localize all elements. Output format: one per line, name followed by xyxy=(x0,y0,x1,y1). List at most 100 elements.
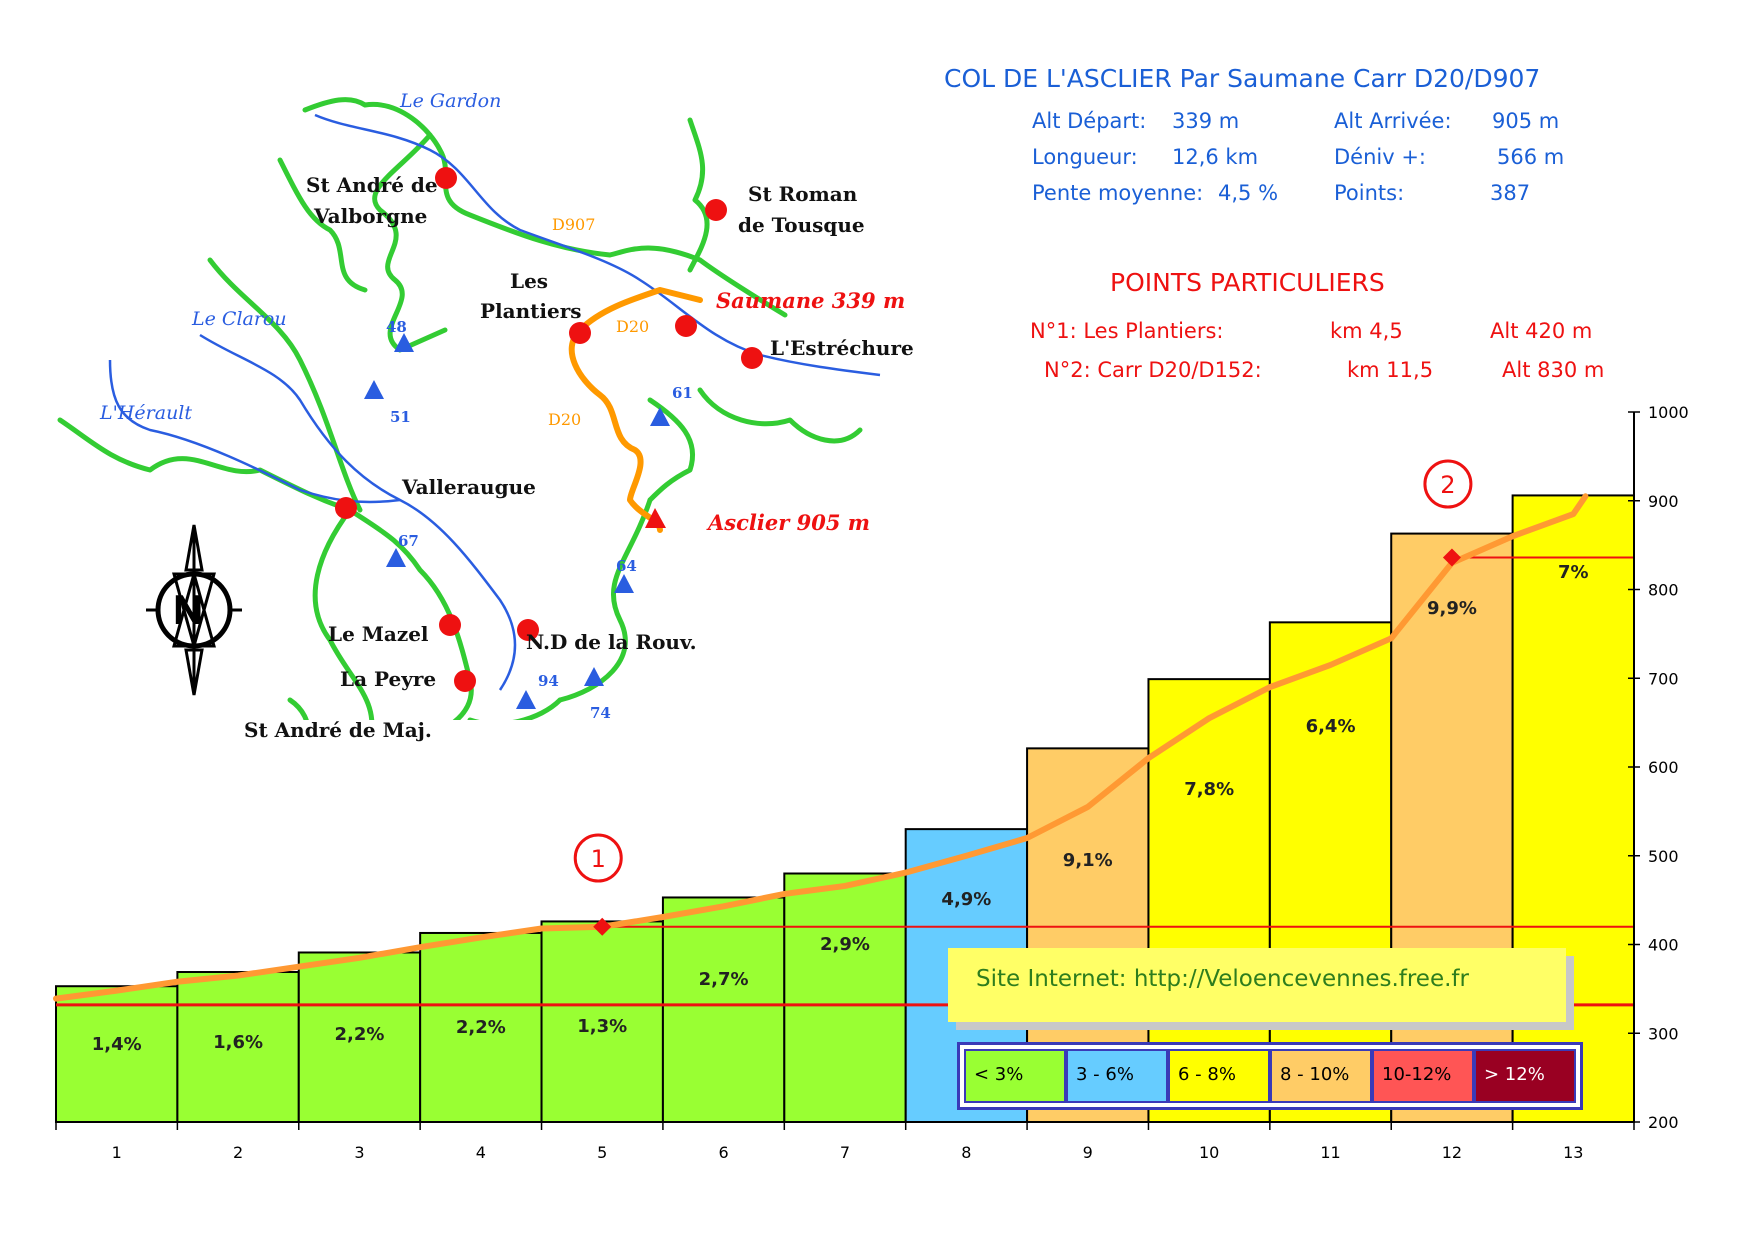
y-tick-label: 600 xyxy=(1648,758,1679,777)
deniv-label: Déniv +: xyxy=(1334,145,1427,169)
town-label: Plantiers xyxy=(480,299,582,323)
pp-1-km: km 4,5 xyxy=(1330,319,1403,343)
road-label: D20 xyxy=(548,410,582,429)
y-tick-label: 200 xyxy=(1648,1113,1679,1132)
y-tick-label: 700 xyxy=(1648,669,1679,688)
elevation-bar xyxy=(419,931,543,1124)
summit-label: 67 xyxy=(398,532,419,550)
deniv-value: 566 m xyxy=(1497,145,1565,169)
x-tick-label: 3 xyxy=(354,1143,364,1162)
map-towns xyxy=(335,167,763,692)
gradient-label: 4,9% xyxy=(941,889,991,910)
alt-arrivee-label: Alt Arrivée: xyxy=(1334,109,1452,133)
road-label: D907 xyxy=(552,215,596,234)
x-tick-label: 8 xyxy=(961,1143,971,1162)
town-label: N.D de la Rouv. xyxy=(526,630,697,654)
town-label: Le Mazel xyxy=(328,622,429,646)
gradient-label: 1,4% xyxy=(92,1034,142,1055)
gradient-label: 1,3% xyxy=(577,1016,627,1037)
pp-1-alt: Alt 420 m xyxy=(1490,319,1593,343)
town-label: Les xyxy=(510,269,549,293)
x-tick-label: 7 xyxy=(840,1143,850,1162)
town-label: St Roman xyxy=(748,182,858,206)
y-tick-label: 300 xyxy=(1648,1024,1679,1043)
page-title: COL DE L'ASCLIER Par Saumane Carr D20/D9… xyxy=(944,64,1541,93)
points-label: Points: xyxy=(1334,181,1405,205)
gradient-label: 2,9% xyxy=(820,934,870,955)
summit-label: 51 xyxy=(390,408,411,426)
summit-icon xyxy=(650,407,670,426)
legend-item: 10-12% xyxy=(1372,1049,1474,1103)
town-label: L'Estréchure xyxy=(770,336,914,360)
summit-label: 64 xyxy=(616,557,637,575)
town-label: Valborgne xyxy=(314,204,428,228)
elevation-bar xyxy=(176,971,300,1124)
alt-arrivee-value: 905 m xyxy=(1492,109,1560,133)
town-dot xyxy=(435,167,457,189)
elevation-bar xyxy=(55,985,179,1124)
road-label: D20 xyxy=(616,317,650,336)
pp-2-name: N°2: Carr D20/D152: xyxy=(1044,358,1262,382)
town-dot xyxy=(569,322,591,344)
y-tick-label: 1000 xyxy=(1648,403,1689,422)
town-dot xyxy=(439,614,461,636)
gradient-label: 9,9% xyxy=(1427,598,1477,619)
pp-2-alt: Alt 830 m xyxy=(1502,358,1605,382)
points-value: 387 xyxy=(1490,181,1531,205)
elevation-bar xyxy=(783,872,907,1123)
town-label: La Peyre xyxy=(340,667,437,691)
x-tick-label: 1 xyxy=(112,1143,122,1162)
gradient-legend: < 3% 3 - 6% 6 - 8% 8 - 10% 10-12% > 12% xyxy=(957,1042,1583,1110)
compass-letter: N xyxy=(173,586,204,633)
saumane-label: Saumane 339 m xyxy=(716,288,906,313)
legend-item: > 12% xyxy=(1474,1049,1576,1103)
gradient-label: 6,4% xyxy=(1306,716,1356,737)
summit-icon xyxy=(584,667,604,686)
alt-depart-value: 339 m xyxy=(1172,109,1240,133)
route-d20 xyxy=(568,327,663,533)
river-label: Le Clarou xyxy=(192,308,287,330)
summit-icon xyxy=(386,548,406,567)
elevation-bar xyxy=(1511,494,1635,1123)
x-tick-label: 6 xyxy=(719,1143,729,1162)
site-url[interactable]: Site Internet: http://Veloencevennes.fre… xyxy=(976,966,1469,992)
y-tick-label: 800 xyxy=(1648,581,1679,600)
town-label: de Tousque xyxy=(738,213,865,237)
x-tick-label: 13 xyxy=(1563,1143,1583,1162)
x-tick-label: 2 xyxy=(233,1143,243,1162)
river-label: L'Hérault xyxy=(100,402,193,424)
point-particulier-marker xyxy=(1442,548,1461,567)
pente-label: Pente moyenne: xyxy=(1032,181,1204,205)
x-tick-label: 4 xyxy=(476,1143,486,1162)
gradient-label: 7,8% xyxy=(1184,779,1234,800)
longueur-label: Longueur: xyxy=(1032,145,1138,169)
x-tick-label: 10 xyxy=(1199,1143,1219,1162)
summit-icon xyxy=(364,380,384,399)
elevation-bar xyxy=(297,951,422,1123)
points-particuliers-title: POINTS PARTICULIERS xyxy=(1110,268,1385,297)
gradient-label: 7% xyxy=(1558,562,1589,583)
point-particulier-marker xyxy=(593,917,612,936)
elevation-bar xyxy=(1268,621,1393,1124)
y-tick-label: 500 xyxy=(1648,847,1679,866)
asclier-summit-marker xyxy=(645,508,666,528)
town-label: St André de xyxy=(306,173,438,197)
pp-1-name: N°1: Les Plantiers: xyxy=(1030,319,1224,343)
x-tick-label: 5 xyxy=(597,1143,607,1162)
marker-badge xyxy=(573,833,623,883)
town-dot xyxy=(454,670,476,692)
alt-depart-label: Alt Départ: xyxy=(1032,109,1147,133)
legend-item: 6 - 8% xyxy=(1168,1049,1270,1103)
town-label: St André de Maj. xyxy=(244,718,432,742)
town-dot xyxy=(741,347,763,369)
marker-badge-label: 2 xyxy=(1440,471,1455,499)
summit-label: 94 xyxy=(538,672,559,690)
pp-2-km: km 11,5 xyxy=(1347,358,1434,382)
x-tick-label: 11 xyxy=(1320,1143,1340,1162)
x-tick-label: 12 xyxy=(1442,1143,1462,1162)
elevation-bar xyxy=(661,896,786,1124)
summit-label: 74 xyxy=(590,704,611,722)
marker-badge xyxy=(1423,459,1473,509)
site-banner: Site Internet: http://Veloencevennes.fre… xyxy=(948,948,1566,1022)
